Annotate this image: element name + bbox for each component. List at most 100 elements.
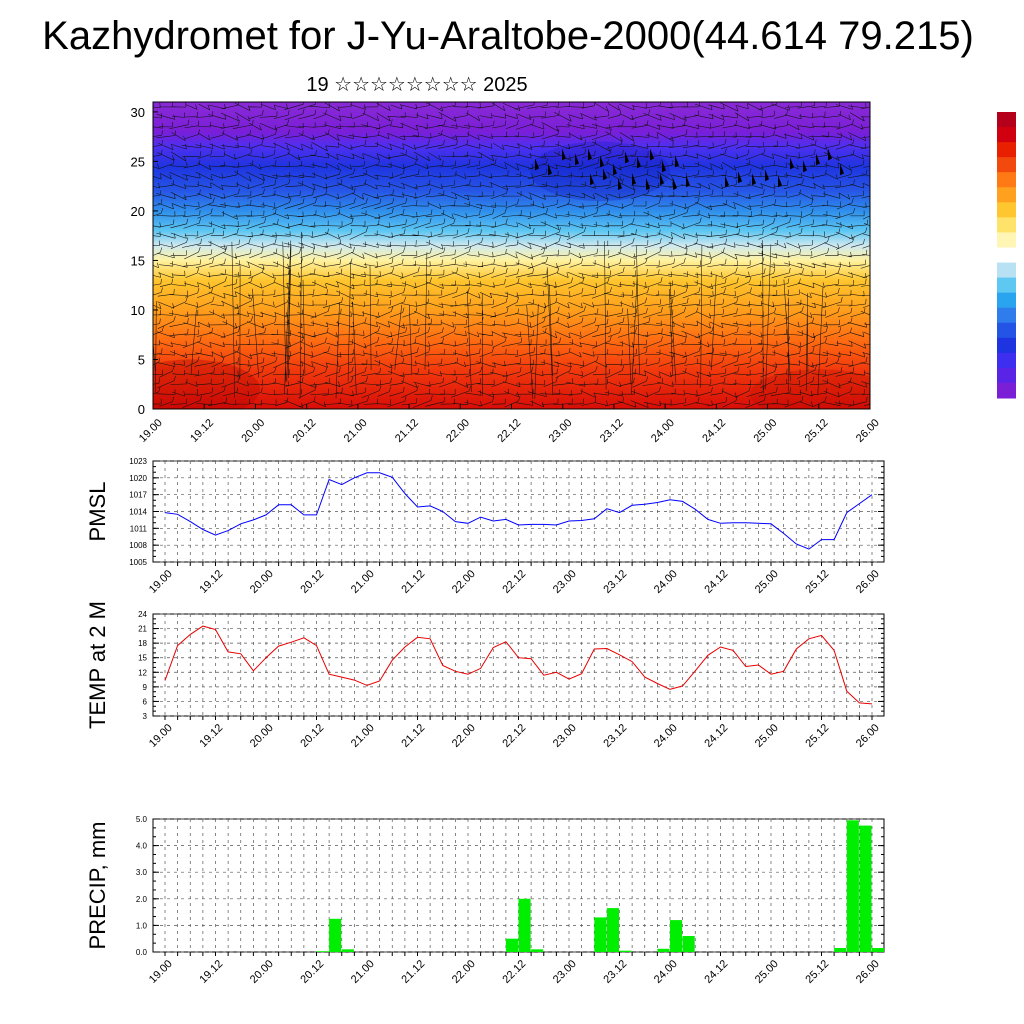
colorbar-swatch (997, 307, 1016, 324)
chart-subtitle: 19 ☆☆☆☆☆☆☆☆ 2025 (306, 74, 528, 96)
wind-flag (816, 153, 820, 166)
wind-flag (535, 158, 539, 171)
y-tick-label: 5 (138, 352, 145, 367)
x-tick-label: 21.00 (349, 568, 377, 596)
wind-flag (575, 153, 579, 166)
temp-series-line (164, 625, 873, 705)
y-tick-label: 5.0 (136, 815, 148, 824)
x-tick-label: 26.00 (854, 722, 882, 750)
panel-x-axis: 19.00 19.12 20.00 20.12 21.00 21.12 22.00 22.12… (147, 952, 882, 986)
y-tick-label: 24 (138, 610, 147, 619)
cross-section-x-axis: 19.00 19.12 20.00 20.12 21.00 21.12 22.00 22.12… (137, 404, 882, 445)
colorbar-swatch (997, 142, 1016, 158)
y-tick-label: 12 (138, 668, 147, 677)
wind-flag (613, 163, 617, 176)
x-tick-label: 20.00 (248, 722, 276, 750)
x-tick-label: 23.12 (598, 417, 626, 445)
x-tick-label: 24.00 (649, 417, 677, 445)
y-tick-label: 25 (131, 154, 145, 169)
wind-barbs (153, 102, 870, 409)
wind-flag-layer (535, 148, 844, 191)
x-tick-label: 23.12 (601, 722, 629, 750)
y-tick-label: 1014 (129, 508, 147, 517)
x-tick-label: 25.00 (753, 958, 781, 986)
panel-y-axis: 1005 1008 1011 1014 1017 1020 1023 (129, 457, 884, 567)
x-tick-label: 21.00 (349, 958, 377, 986)
colorbar-swatch (997, 292, 1016, 309)
y-tick-label: 10 (131, 303, 145, 318)
colorbar-swatch (997, 367, 1016, 384)
wind-flag (725, 175, 729, 188)
x-tick-label: 26.00 (854, 568, 882, 596)
colorbar-swatch (997, 172, 1016, 188)
wind-flag (840, 163, 844, 176)
x-tick-label: 22.12 (500, 958, 528, 986)
precip-bars (316, 820, 885, 953)
x-tick-label: 25.00 (753, 568, 781, 596)
colorbar-swatch (997, 187, 1016, 203)
panel-x-axis: 19.00 19.12 20.00 20.12 21.00 21.12 22.00 22.12… (147, 562, 882, 596)
wind-flag (673, 178, 677, 191)
wind-flag (765, 169, 769, 182)
wind-flag (828, 148, 832, 161)
panel-y-axis: 0.0 1.0 2.0 3.0 4.0 5.0 (136, 815, 884, 957)
y-tick-label: 1020 (129, 474, 147, 483)
wind-flag (632, 173, 636, 186)
x-tick-label: 19.00 (147, 722, 175, 750)
x-tick-label: 22.12 (495, 417, 523, 445)
x-tick-label: 20.12 (291, 417, 319, 445)
precipitation-panel: 0.0 1.0 2.0 3.0 4.0 5.0 19.00 19.12 20.00 20.12 21… (85, 815, 885, 986)
wind-flag (686, 175, 690, 188)
chart-title: Kazhydromet for J-Yu-Araltobe-2000(44.61… (42, 14, 974, 58)
y-tick-label: 21 (138, 625, 147, 634)
x-tick-label: 23.12 (601, 958, 629, 986)
colorbar-swatch (997, 112, 1016, 128)
x-tick-label: 19.12 (197, 568, 225, 596)
y-tick-label: 9 (143, 683, 148, 692)
y-tick-label: 1.0 (136, 921, 148, 930)
precip-bar (859, 825, 872, 952)
x-tick-label: 24.12 (702, 568, 730, 596)
x-tick-label: 24.00 (652, 722, 680, 750)
color-scale-bar (997, 112, 1016, 399)
x-tick-label: 20.00 (239, 417, 267, 445)
precip-bar (846, 820, 859, 952)
y-tick-label: 6 (143, 697, 148, 706)
wind-flag (660, 173, 664, 186)
x-tick-label: 23.00 (551, 958, 579, 986)
wind-flag (675, 155, 679, 168)
wind-flag (590, 173, 594, 186)
y-tick-label: 1008 (129, 541, 147, 550)
y-tick-label: 1017 (129, 491, 147, 500)
x-tick-label: 21.12 (399, 958, 427, 986)
x-tick-label: 22.12 (500, 722, 528, 750)
x-tick-label: 21.12 (399, 568, 427, 596)
y-tick-label: 2.0 (136, 895, 148, 904)
x-tick-label: 23.00 (547, 417, 575, 445)
y-tick-label: 1005 (129, 558, 147, 567)
panel-grid (153, 818, 884, 953)
precip-bar (594, 917, 607, 952)
cross-section-panel: 0 5 10 15 20 25 30 19.00 19.12 20.00 20.12 21.00 21.… (131, 101, 882, 445)
wind-flag (646, 178, 650, 191)
panel-y-axis: 3 6 9 12 15 18 21 24 (138, 610, 884, 721)
wind-flag (625, 151, 629, 164)
x-tick-label: 22.00 (450, 722, 478, 750)
x-tick-label: 19.00 (147, 568, 175, 596)
y-tick-label: 3.0 (136, 868, 148, 877)
x-tick-label: 20.12 (298, 722, 326, 750)
x-tick-label: 20.00 (248, 568, 276, 596)
x-tick-label: 25.12 (803, 568, 831, 596)
pmsl-series-line (164, 472, 873, 550)
y-tick-label: 30 (131, 105, 145, 120)
x-tick-label: 19.00 (137, 417, 165, 445)
precip-bar (619, 950, 632, 952)
x-tick-label: 21.00 (349, 722, 377, 750)
precip-bar (329, 918, 342, 953)
x-tick-label: 20.12 (298, 568, 326, 596)
colorbar-swatch (997, 262, 1016, 279)
wind-flag (662, 160, 666, 173)
x-tick-label: 26.00 (854, 958, 882, 986)
wind-flag (603, 168, 607, 181)
